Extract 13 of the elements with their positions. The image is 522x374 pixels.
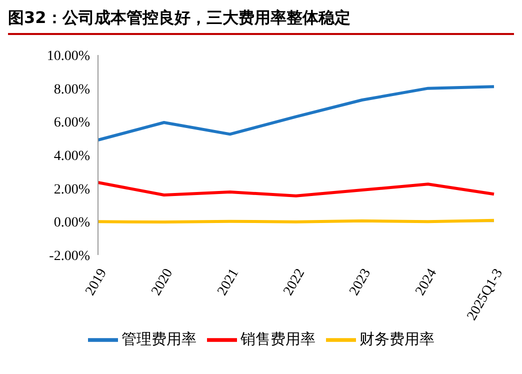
y-tick-label: 8.00%	[54, 82, 90, 98]
y-tick-label: 0.00%	[54, 216, 90, 231]
y-tick-label: 2.00%	[54, 182, 90, 198]
line-series	[96, 85, 496, 142]
y-tick-label: 6.00%	[54, 116, 90, 131]
y-tick-label: -2.00%	[49, 248, 90, 264]
legend-label: 财务费用率	[360, 330, 434, 348]
y-tick-label: 4.00%	[54, 148, 90, 164]
legend-label: 销售费用率	[240, 330, 316, 348]
y-tick-label: 10.00%	[46, 48, 90, 64]
chart-title: 图32：公司成本管控良好，三大费用率整体稳定	[8, 8, 514, 35]
line-series	[96, 181, 496, 198]
legend-label: 管理费用率	[122, 330, 196, 348]
